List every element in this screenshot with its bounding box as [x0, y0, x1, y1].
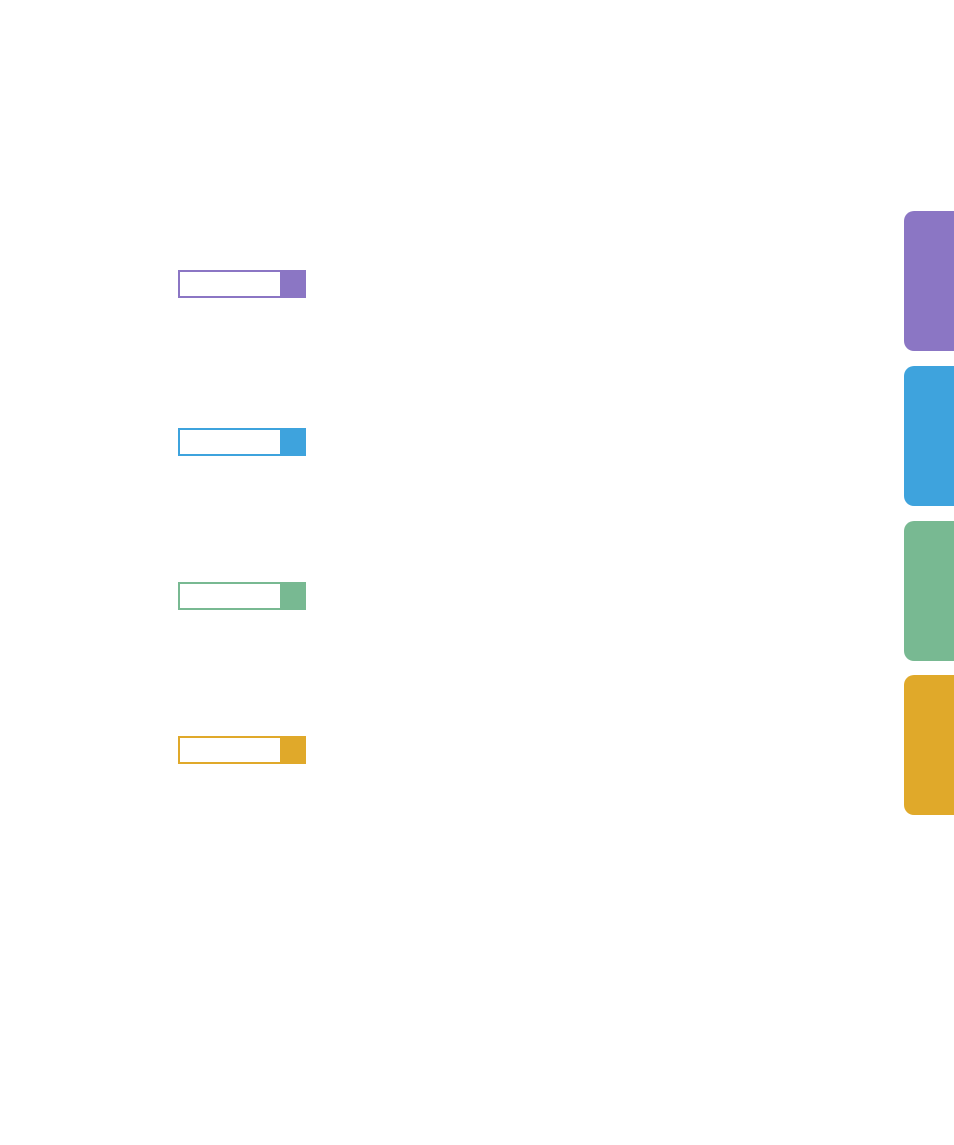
color-swatch-orange[interactable]: [282, 736, 306, 764]
color-input-group-green: [178, 582, 306, 610]
side-card-green[interactable]: [904, 521, 954, 661]
color-input-group-blue: [178, 428, 306, 456]
side-card-orange[interactable]: [904, 675, 954, 815]
color-swatch-green[interactable]: [282, 582, 306, 610]
color-swatch-purple[interactable]: [282, 270, 306, 298]
color-input-group-orange: [178, 736, 306, 764]
side-card-blue[interactable]: [904, 366, 954, 506]
color-text-input-green[interactable]: [178, 582, 282, 610]
color-text-input-blue[interactable]: [178, 428, 282, 456]
side-card-purple[interactable]: [904, 211, 954, 351]
color-text-input-orange[interactable]: [178, 736, 282, 764]
color-text-input-purple[interactable]: [178, 270, 282, 298]
color-swatch-blue[interactable]: [282, 428, 306, 456]
color-input-group-purple: [178, 270, 306, 298]
